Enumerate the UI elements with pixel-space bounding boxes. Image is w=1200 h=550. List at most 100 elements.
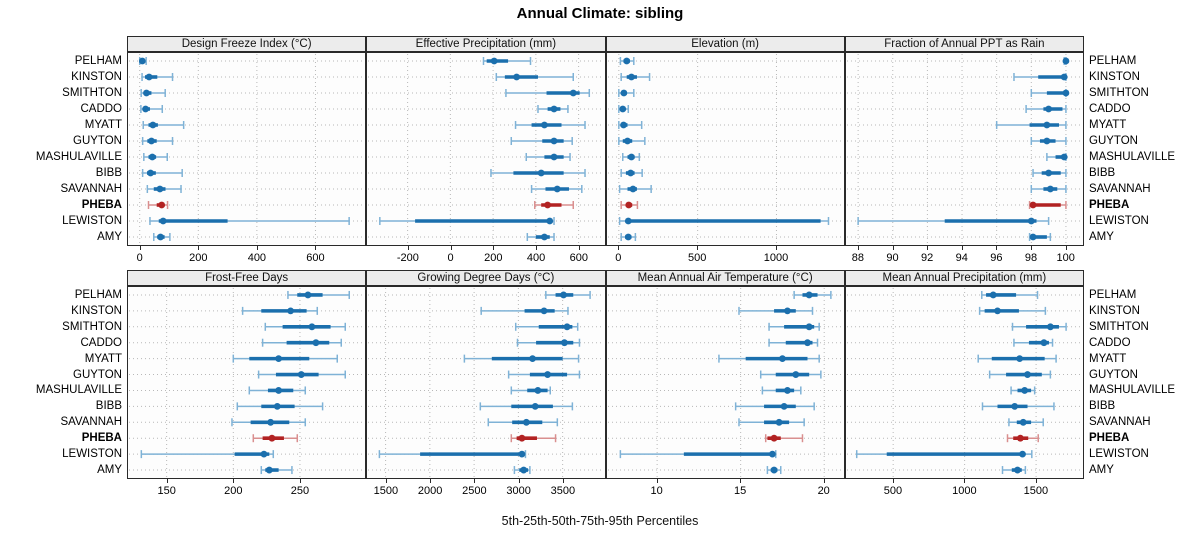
- x-tick: [256, 246, 258, 250]
- figure-title: Annual Climate: sibling: [516, 5, 684, 22]
- percentile-interval: [510, 434, 557, 443]
- row-label-left: BIBB: [95, 167, 122, 179]
- x-tick-label: 200: [484, 252, 503, 264]
- row-label-left: SMITHTON: [62, 320, 122, 333]
- row-label-left: CADDO: [80, 336, 122, 349]
- x-tick-label: 200: [224, 485, 243, 497]
- gridlines: [368, 54, 604, 244]
- row-label-left: PHEBA: [81, 432, 122, 445]
- panel: [605, 52, 845, 246]
- panel-canvas: [607, 288, 843, 477]
- x-tick-label: 400: [526, 252, 546, 264]
- row-label-left: LEWISTON: [62, 448, 122, 461]
- row-label-right: GUYTON: [1089, 368, 1138, 381]
- x-tick-label: 1000: [952, 485, 977, 497]
- percentile-interval: [1001, 466, 1026, 475]
- percentile-interval: [138, 57, 147, 65]
- x-tick-label: 150: [157, 485, 176, 497]
- x-tick-label: 15: [734, 485, 747, 497]
- x-tick-label: -200: [396, 252, 419, 264]
- row-label-left: LEWISTON: [62, 215, 122, 227]
- row-label-right: PELHAM: [1089, 288, 1137, 301]
- row-label-left: GUYTON: [73, 135, 122, 147]
- percentile-interval: [1010, 386, 1036, 395]
- x-tick-label: 10: [650, 485, 663, 497]
- row-label-left: SAVANNAH: [60, 416, 122, 429]
- x-tick-label: 1500: [373, 485, 399, 497]
- percentile-interval: [525, 153, 572, 161]
- gridlines: [607, 288, 843, 477]
- percentile-interval: [761, 386, 802, 395]
- percentile-interval: [988, 370, 1051, 379]
- percentile-interval: [143, 153, 168, 161]
- panel-title: Elevation (m): [691, 38, 759, 50]
- panel-title: Frost-Free Days: [205, 272, 289, 284]
- percentile-interval: [252, 434, 299, 443]
- row-label-left: KINSTON: [71, 304, 122, 317]
- percentile-interval: [995, 121, 1067, 129]
- x-tick: [927, 246, 929, 250]
- gridlines: [129, 54, 365, 244]
- percentile-interval: [141, 73, 174, 81]
- panel: [366, 52, 606, 246]
- panel-canvas: [368, 288, 604, 477]
- x-tick-label: 250: [290, 485, 310, 497]
- percentile-interval: [140, 105, 164, 113]
- panel-title: Effective Precipitation (mm): [415, 38, 557, 50]
- x-tick-label: 3500: [550, 485, 576, 497]
- x-tick-label: 1000: [763, 252, 789, 264]
- percentile-interval: [513, 466, 531, 475]
- panel-title: Design Freeze Index (°C): [181, 38, 312, 50]
- panel-title: Fraction of Annual PPT as Rain: [884, 38, 1045, 50]
- row-label-left: SAVANNAH: [60, 183, 122, 195]
- percentile-interval: [621, 153, 640, 161]
- row-label-right: KINSTON: [1089, 71, 1140, 83]
- percentile-interval: [617, 105, 629, 113]
- x-tick: [892, 246, 894, 250]
- percentile-interval: [766, 466, 782, 475]
- percentile-interval: [142, 121, 185, 129]
- x-tick-label: 400: [247, 252, 267, 264]
- panel-canvas: [129, 288, 365, 477]
- percentile-interval: [1011, 322, 1067, 331]
- row-label-right: SMITHTON: [1089, 320, 1149, 333]
- percentile-interval: [232, 354, 339, 363]
- percentile-interval: [1028, 233, 1051, 241]
- row-label-right: CADDO: [1089, 103, 1131, 115]
- percentile-interval: [140, 450, 275, 459]
- percentile-interval: [855, 450, 1033, 459]
- row-label-right: BIBB: [1089, 167, 1116, 179]
- row-label-right: MYATT: [1089, 119, 1127, 131]
- percentile-interval: [482, 57, 532, 65]
- panel: [366, 286, 606, 479]
- row-label-left: AMY: [97, 231, 122, 243]
- percentile-interval: [618, 185, 652, 193]
- row-label-right: MASHULAVILLE: [1089, 151, 1176, 163]
- percentile-interval: [141, 137, 174, 145]
- x-tick: [139, 246, 141, 250]
- row-label-right: MYATT: [1089, 352, 1127, 365]
- percentile-interval: [617, 137, 646, 145]
- x-tick-label: 3000: [506, 485, 531, 497]
- percentile-interval: [510, 386, 552, 395]
- x-tick-label: 600: [569, 252, 589, 264]
- percentile-interval: [1012, 73, 1068, 81]
- x-tick: [961, 246, 963, 250]
- gridlines: [846, 288, 1082, 477]
- x-tick-label: 94: [955, 252, 968, 264]
- x-tick-label: 0: [136, 252, 143, 264]
- row-label-right: PHEBA: [1089, 199, 1130, 211]
- percentile-interval: [153, 233, 171, 241]
- row-label-right: MASHULAVILLE: [1089, 384, 1176, 397]
- x-tick: [450, 246, 452, 250]
- x-tick: [233, 479, 235, 483]
- percentile-interval: [241, 306, 319, 315]
- percentile-interval: [248, 386, 307, 395]
- row-label-left: PELHAM: [74, 288, 122, 301]
- x-tick: [493, 246, 495, 250]
- panel: [844, 286, 1084, 479]
- row-label-left: MASHULAVILLE: [35, 384, 122, 397]
- row-label-left: GUYTON: [73, 368, 122, 381]
- row-label-right: SAVANNAH: [1089, 416, 1151, 429]
- panel: [844, 52, 1084, 246]
